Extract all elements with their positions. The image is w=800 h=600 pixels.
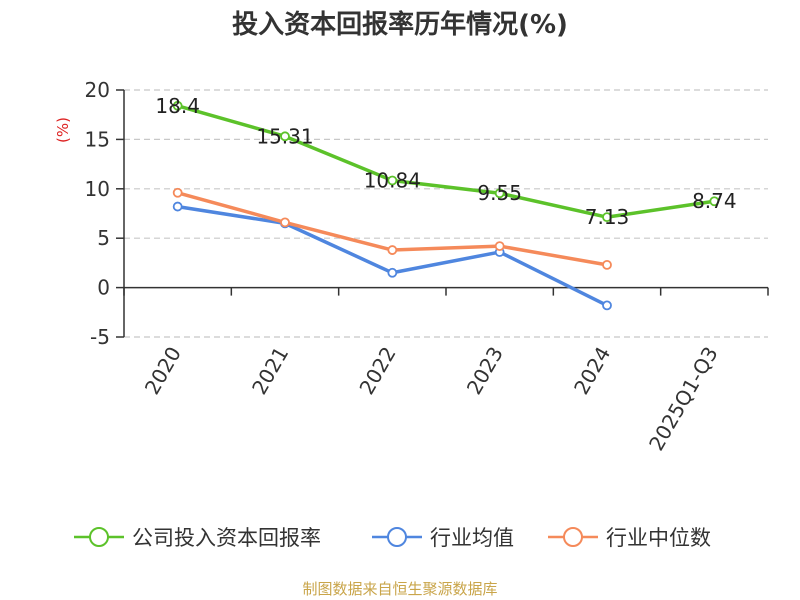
data-point	[387, 175, 398, 186]
x-ticks: 2020 2021 2022 2023 2024 2025Q1-Q3	[123, 287, 769, 455]
legend-label: 行业均值	[430, 526, 514, 550]
data-label: 18.4	[155, 94, 200, 118]
data-point	[494, 241, 505, 252]
data-point	[709, 196, 720, 207]
series-lines	[172, 100, 720, 311]
data-point	[602, 300, 612, 311]
series-line	[177, 104, 715, 219]
chart-title: 投入资本回报率历年情况(%)	[232, 10, 568, 40]
legend-item: 公司投入资本回报率	[74, 526, 321, 550]
y-tick-label: 0	[97, 276, 110, 300]
y-tick-label: 15	[85, 127, 110, 151]
data-point	[280, 217, 290, 228]
data-point	[387, 267, 398, 278]
legend-item: 行业中位数	[548, 526, 711, 550]
y-axis-label: (%)	[54, 117, 72, 143]
legend: 公司投入资本回报率 行业均值 行业中位数	[74, 526, 711, 550]
series-line	[177, 204, 608, 307]
y-tick-label: 10	[85, 177, 110, 201]
data-point	[602, 212, 612, 223]
x-tick-label: 2022	[354, 343, 400, 399]
legend-marker	[387, 527, 407, 547]
data-labels: 18.4 15.31 10.84 9.55 7.13 8.74	[155, 94, 736, 229]
y-tick-label: -5	[90, 325, 110, 349]
grid	[124, 89, 768, 338]
x-tick-label: 2021	[247, 343, 293, 399]
legend-label: 公司投入资本回报率	[132, 526, 321, 550]
source-note: 制图数据来自恒生聚源数据库	[302, 580, 498, 598]
y-ticks: 20 15 10 5 0 -5	[85, 78, 124, 349]
data-label: 10.84	[364, 169, 421, 193]
y-tick-label: 20	[85, 78, 110, 102]
x-tick-label: 2025Q1-Q3	[644, 343, 723, 455]
x-tick-label: 2020	[140, 343, 186, 399]
x-tick-label: 2023	[462, 342, 508, 398]
x-tick-label: 2024	[569, 343, 615, 399]
data-point	[280, 131, 290, 142]
y-tick-label: 5	[97, 226, 110, 250]
data-point	[172, 187, 183, 198]
data-label: 7.13	[585, 205, 630, 229]
legend-item: 行业均值	[372, 526, 514, 550]
data-label: 8.74	[692, 189, 737, 213]
data-point	[172, 100, 183, 111]
legend-marker	[89, 527, 109, 547]
legend-label: 行业中位数	[606, 526, 711, 550]
data-point	[387, 245, 398, 255]
legend-marker	[563, 527, 583, 547]
data-label: 9.55	[477, 181, 522, 205]
data-point	[602, 259, 612, 270]
data-label: 15.31	[256, 124, 313, 148]
data-point	[172, 201, 183, 212]
data-point	[494, 188, 505, 199]
